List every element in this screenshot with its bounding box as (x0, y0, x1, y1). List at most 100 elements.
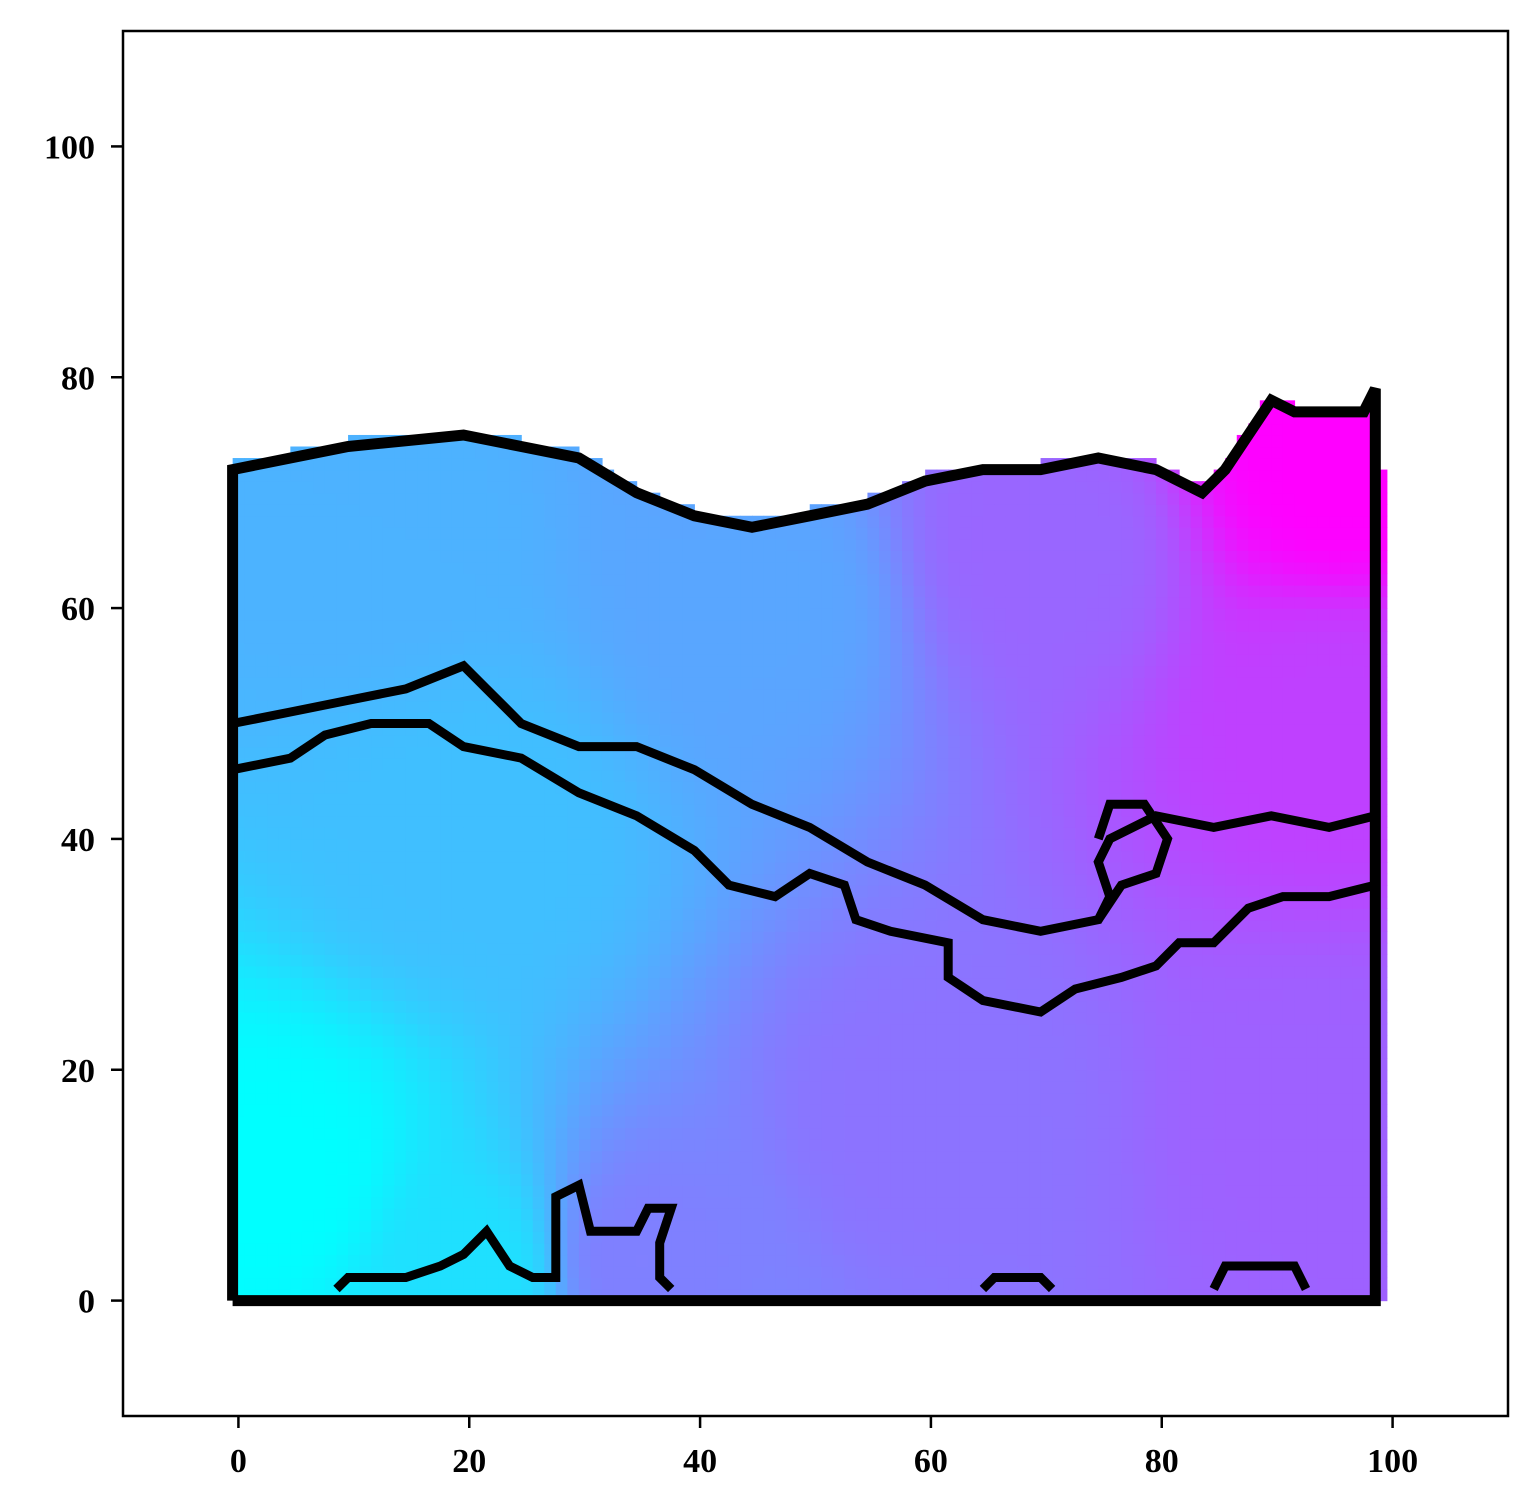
heatmap-cell (948, 758, 961, 771)
heatmap-cell (324, 688, 338, 702)
heatmap-cell (959, 827, 972, 840)
heatmap-cell (682, 885, 695, 898)
heatmap-cell (982, 1069, 995, 1082)
heatmap-cell (890, 977, 903, 990)
heatmap-cell (578, 654, 592, 667)
heatmap-cell (902, 942, 915, 955)
heatmap-cell (752, 723, 765, 736)
heatmap-cells (232, 400, 1388, 1302)
heatmap-cell (671, 723, 684, 736)
heatmap-cell (578, 1081, 592, 1094)
heatmap-cell (278, 1035, 291, 1048)
heatmap-cell (290, 596, 303, 609)
heatmap-cell (728, 1012, 742, 1025)
heatmap-cell (348, 677, 361, 690)
heatmap-cell (925, 1242, 938, 1256)
heatmap-cell (244, 1104, 257, 1117)
heatmap-cell (255, 1242, 268, 1256)
heatmap-cell (1017, 1208, 1030, 1221)
heatmap-cell (775, 1173, 788, 1186)
heatmap-cell (763, 746, 776, 759)
heatmap-cell (590, 1035, 603, 1048)
heatmap-cell (648, 665, 661, 678)
heatmap-cell (752, 988, 765, 1002)
heatmap-cell (913, 988, 926, 1002)
heatmap-cell (463, 873, 476, 886)
heatmap-cell (348, 504, 361, 517)
heatmap-cell (359, 573, 372, 586)
heatmap-cell (728, 746, 742, 759)
heatmap-cell (648, 919, 661, 932)
heatmap-cell (290, 561, 303, 575)
heatmap-cell (982, 642, 995, 655)
heatmap-cell (371, 1185, 384, 1198)
heatmap-cell (936, 1092, 949, 1105)
heatmap-cell (717, 942, 730, 955)
heatmap-cell (752, 1150, 765, 1163)
heatmap-cell (959, 585, 972, 598)
heatmap-cell (971, 931, 984, 944)
heatmap-cell (867, 908, 880, 921)
heatmap-cell (682, 1254, 695, 1267)
heatmap-cell (948, 1162, 961, 1175)
heatmap-cell (290, 873, 303, 886)
heatmap-cell (971, 1242, 984, 1256)
heatmap-cell (498, 446, 511, 459)
heatmap-cell (324, 481, 338, 494)
heatmap-cell (1017, 596, 1030, 609)
heatmap-cell (740, 896, 753, 909)
heatmap-cell (740, 873, 753, 886)
heatmap-cell (451, 919, 465, 932)
heatmap-cell (451, 1127, 465, 1140)
heatmap-cell (821, 723, 834, 736)
heatmap-cell (521, 769, 534, 782)
heatmap-cell (255, 1023, 268, 1036)
heatmap-cell (867, 1185, 880, 1198)
heatmap-cell (728, 1277, 742, 1290)
heatmap-cell (463, 1012, 476, 1025)
heatmap-cell (844, 735, 857, 748)
heatmap-cell (948, 538, 961, 551)
heatmap-cell (890, 954, 903, 967)
heatmap-cell (671, 1127, 684, 1140)
heatmap-cell (982, 885, 995, 898)
heatmap-cell (544, 1081, 557, 1094)
heatmap-cell (255, 919, 268, 932)
heatmap-cell (948, 1035, 961, 1048)
heatmap-cell (971, 504, 984, 517)
heatmap-cell (324, 469, 338, 482)
heatmap-cell (694, 815, 707, 828)
heatmap-cell (994, 1115, 1007, 1129)
heatmap-cell (405, 446, 418, 459)
heatmap-cell (636, 723, 649, 736)
heatmap-cell (671, 896, 684, 909)
heatmap-cell (786, 1219, 799, 1232)
heatmap-cell (336, 1104, 349, 1117)
heatmap-cell (982, 1104, 995, 1117)
heatmap-cell (521, 1254, 534, 1267)
heatmap-cell (278, 977, 291, 990)
heatmap-cell (728, 827, 742, 840)
heatmap-cell (394, 700, 407, 713)
heatmap-cell (994, 1092, 1007, 1105)
heatmap-cell (832, 954, 845, 967)
heatmap-cell (440, 585, 453, 598)
heatmap-cell (867, 1242, 880, 1256)
heatmap-cell (982, 1081, 995, 1094)
heatmap-cell (659, 815, 672, 828)
heatmap-cell (590, 919, 603, 932)
heatmap-cell (740, 1277, 753, 1290)
heatmap-cell (936, 988, 949, 1002)
heatmap-cell (786, 1208, 799, 1221)
heatmap-cell (301, 862, 315, 875)
heatmap-cell (486, 885, 499, 898)
heatmap-cell (486, 665, 499, 678)
heatmap-cell (509, 885, 522, 898)
heatmap-cell (1005, 688, 1019, 702)
heatmap-cell (417, 1115, 430, 1129)
heatmap-cell (590, 1127, 603, 1140)
heatmap-cell (267, 619, 280, 632)
heatmap-cell (590, 838, 603, 852)
heatmap-cell (451, 631, 465, 644)
heatmap-cell (913, 1150, 926, 1163)
